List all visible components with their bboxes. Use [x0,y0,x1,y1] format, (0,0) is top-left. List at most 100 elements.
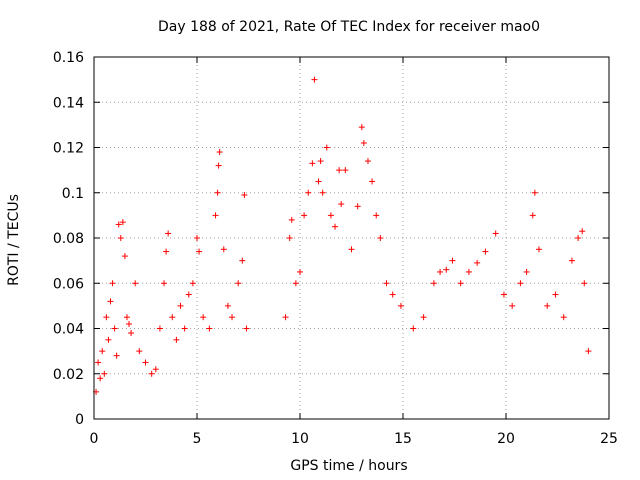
data-point [173,336,180,343]
data-point [369,178,376,185]
y-tick-label: 0.08 [53,231,84,247]
y-tick-label: 0.02 [53,367,84,383]
x-tick-label: 20 [497,431,515,447]
data-point [492,230,499,237]
data-point [517,280,524,287]
data-point [286,235,293,241]
data-point [109,280,116,287]
data-point [101,370,108,377]
y-tick-label: 0.1 [62,186,84,202]
chart-title: Day 188 of 2021, Rate Of TEC Index for r… [158,19,540,35]
data-point [121,253,128,260]
data-point [117,235,124,241]
data-point [529,212,536,219]
data-point [212,212,219,219]
y-tick-label: 0 [75,412,84,428]
data-point [189,280,196,287]
data-point [420,314,427,321]
data-point [581,280,588,287]
data-point [216,149,223,156]
data-point [288,216,295,223]
data-point [323,144,330,151]
data-point [97,375,104,382]
data-point [383,280,390,287]
data-point [579,228,586,235]
data-point [111,325,118,332]
data-point [142,359,149,366]
data-point [354,203,361,210]
grid-lines [94,57,609,419]
data-point [206,325,213,332]
x-tick-label: 5 [193,431,202,447]
data-point [297,268,303,275]
data-point [544,302,551,309]
data-point [389,291,396,298]
data-point [315,178,322,185]
data-point [239,257,246,264]
data-point [397,302,404,309]
x-tick-label: 25 [600,431,618,447]
data-point [317,158,324,165]
data-point [332,223,339,230]
data-point [364,158,371,165]
data-point [292,280,299,287]
data-point [132,280,139,287]
data-point [449,257,456,264]
data-point [177,302,184,309]
data-point [585,348,592,355]
y-tick-label: 0.04 [53,322,84,338]
data-point [443,266,450,273]
data-point [220,246,227,253]
data-point [410,325,417,332]
data-point [161,280,168,287]
data-point [568,257,575,264]
data-point [235,280,242,287]
data-point [148,370,155,377]
data-point [229,314,236,321]
data-point [113,352,120,359]
data-point [99,348,106,355]
data-point [200,314,207,321]
data-point [103,314,110,321]
data-point [301,212,308,219]
data-point [126,320,133,327]
data-points [93,76,592,395]
data-point [128,330,135,337]
x-tick-label: 15 [394,431,412,447]
data-point [430,280,437,287]
data-point [165,230,172,237]
data-point [338,201,345,208]
data-point [123,314,130,321]
data-point [119,219,126,226]
y-tick-label: 0.14 [53,95,84,111]
data-point [535,246,542,253]
y-tick-label: 0.16 [53,50,84,66]
data-point [575,235,582,241]
data-point [373,212,380,219]
data-point [136,348,143,355]
data-point [474,259,481,266]
data-point [319,189,326,196]
data-point [311,76,318,83]
data-point [560,314,567,321]
data-point [465,268,472,275]
data-point [224,302,231,309]
plot-frame [93,56,610,420]
data-point [309,160,316,167]
data-point [115,221,122,228]
data-point [243,325,250,332]
data-point [105,336,112,343]
data-point [215,162,222,169]
data-point [531,189,538,196]
data-point [360,139,367,146]
data-point [163,248,170,255]
data-point [181,325,188,332]
data-point [457,280,464,287]
data-point [377,235,384,241]
y-tick-label: 0.12 [53,141,84,157]
data-point [523,268,530,275]
x-tick-label: 0 [90,431,99,447]
y-axis-label: ROTI / TECUs [6,194,22,286]
data-point [169,314,176,321]
data-point [107,298,114,305]
